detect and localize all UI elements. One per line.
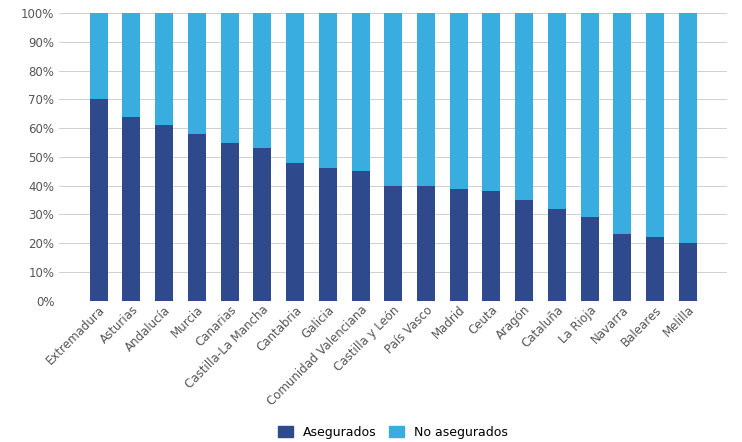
Bar — [155, 126, 173, 301]
Bar — [515, 13, 533, 200]
Bar — [220, 142, 239, 301]
Bar — [581, 13, 599, 217]
Bar — [384, 186, 402, 301]
Bar — [450, 13, 467, 188]
Bar — [679, 243, 697, 301]
Legend: Asegurados, No asegurados: Asegurados, No asegurados — [273, 421, 513, 442]
Bar — [646, 237, 664, 301]
Bar — [286, 13, 304, 163]
Bar — [220, 13, 239, 142]
Bar — [548, 209, 566, 301]
Bar — [90, 13, 108, 99]
Bar — [581, 217, 599, 301]
Bar — [122, 13, 140, 117]
Bar — [352, 171, 370, 301]
Bar — [319, 13, 337, 168]
Bar — [253, 148, 272, 301]
Bar — [90, 99, 108, 301]
Bar — [482, 191, 500, 301]
Bar — [679, 13, 697, 243]
Bar — [548, 13, 566, 209]
Bar — [286, 163, 304, 301]
Bar — [614, 13, 631, 234]
Bar — [384, 13, 402, 186]
Bar — [515, 200, 533, 301]
Bar — [253, 13, 272, 148]
Bar — [482, 13, 500, 191]
Bar — [188, 134, 206, 301]
Bar — [614, 234, 631, 301]
Bar — [155, 13, 173, 126]
Bar — [319, 168, 337, 301]
Bar — [352, 13, 370, 171]
Bar — [417, 186, 435, 301]
Bar — [417, 13, 435, 186]
Bar — [122, 117, 140, 301]
Bar — [450, 188, 467, 301]
Bar — [188, 13, 206, 134]
Bar — [646, 13, 664, 237]
